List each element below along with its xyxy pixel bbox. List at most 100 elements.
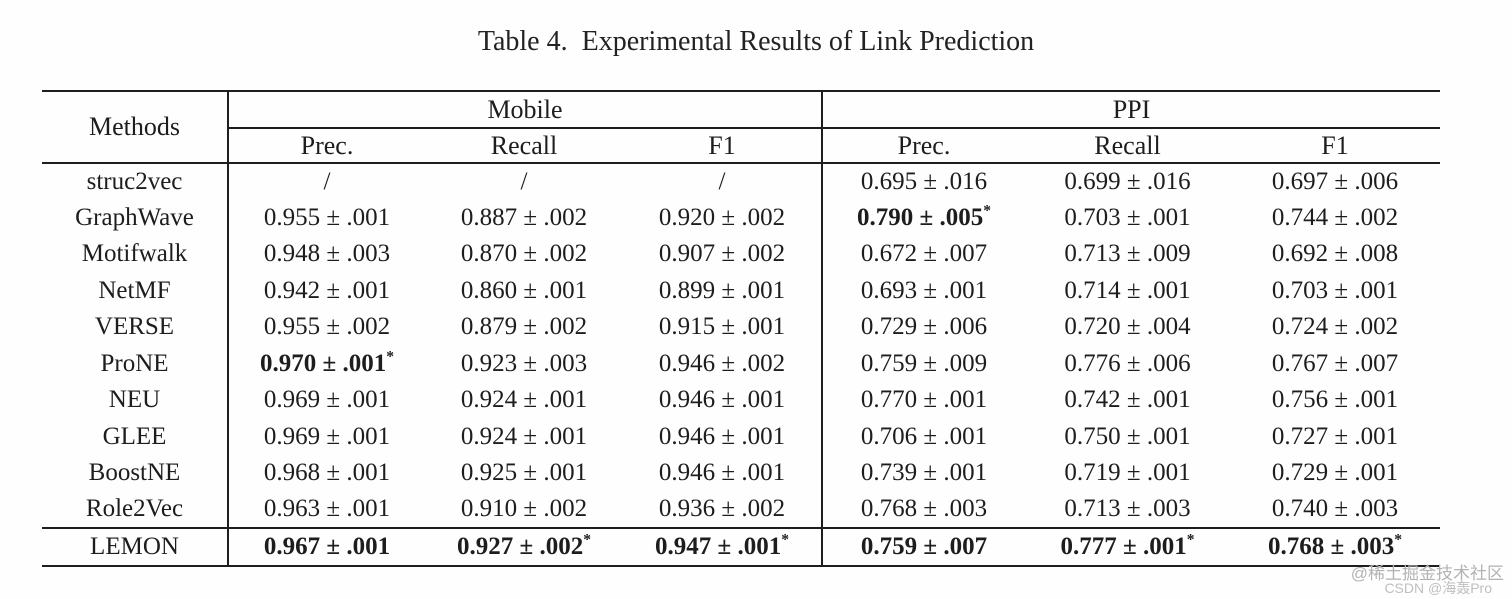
- watermark-juejin: @稀土掘金技术社区: [1350, 564, 1504, 583]
- metric-cell: 0.695 ± .016: [821, 163, 1025, 200]
- metric-cell: 0.963 ± .001: [227, 491, 425, 528]
- table-caption: Table 4. Experimental Results of Link Pr…: [477, 26, 1035, 57]
- metric-cell: 0.907 ± .002: [658, 240, 786, 268]
- metric-cell: 0.879 ± .002: [460, 313, 588, 341]
- metric-cell: 0.947 ± .001*: [623, 527, 822, 566]
- metric-cell: 0.699 ± .016: [1064, 167, 1191, 195]
- metric-cell: 0.955 ± .002: [227, 309, 425, 346]
- metric-cell: 0.744 ± .002: [1271, 203, 1399, 231]
- method-name: Motifwalk: [81, 240, 188, 268]
- significance-star-icon: *: [1394, 531, 1402, 549]
- metric-cell: 0.740 ± .003: [1271, 495, 1399, 523]
- metric-cell: 0.967 ± .001: [227, 527, 425, 566]
- metric-cell: 0.910 ± .002: [460, 495, 588, 523]
- metric-cell: 0.706 ± .001: [821, 418, 1025, 455]
- metric-cell: 0.756 ± .001: [1271, 386, 1399, 414]
- metric-cell: 0.860 ± .001: [460, 276, 588, 304]
- metric-cell: 0.776 ± .006: [1064, 349, 1191, 377]
- table-row: BoostNE 0.968 ± .001 0.925 ± .001 0.946 ± .…: [42, 455, 1440, 492]
- metric-cell: 0.948 ± .003: [227, 236, 425, 273]
- watermark-csdn: CSDN @海轰Pro: [1384, 580, 1492, 596]
- table-row: NetMF 0.942 ± .001 0.860 ± .001 0.899 ± .00…: [42, 272, 1440, 309]
- significance-star-icon: *: [1186, 531, 1195, 549]
- metric-cell: 0.969 ± .001: [227, 418, 425, 455]
- metric-cell: 0.693 ± .001: [821, 272, 1025, 309]
- metric-cell: 0.729 ± .001: [1271, 459, 1399, 487]
- metric-cell: 0.946 ± .001: [658, 459, 786, 487]
- methods-header: Methods: [42, 91, 228, 164]
- results-table: Methods Mobile PPI Prec. Recall F1 Prec.…: [42, 90, 1440, 567]
- metric-cell: 0.729 ± .006: [821, 309, 1025, 346]
- metric-cell: 0.870 ± .002: [460, 240, 588, 268]
- col-header-ppi-prec: Prec.: [821, 128, 1025, 164]
- significance-star-icon: *: [386, 348, 394, 366]
- metric-cell: 0.920 ± .002: [658, 203, 786, 231]
- metric-cell: /: [718, 167, 726, 195]
- metric-cell: 0.924 ± .001: [460, 386, 588, 414]
- metric-cell: 0.777 ± .001*: [1025, 527, 1230, 566]
- metric-cell: 0.942 ± .001: [227, 272, 425, 309]
- group-header-ppi: PPI: [821, 91, 1440, 129]
- metric-cell: 0.759 ± .007: [821, 527, 1025, 566]
- significance-star-icon: *: [983, 202, 991, 220]
- table-row: struc2vec / / / 0.695 ± .016 0.699 ± .016 0.69…: [42, 163, 1440, 200]
- metric-cell: 0.923 ± .003: [460, 349, 588, 377]
- metric-cell: 0.770 ± .001: [821, 382, 1025, 419]
- method-name: struc2vec: [86, 167, 183, 195]
- method-name: NetMF: [98, 276, 171, 304]
- table-row: NEU 0.969 ± .001 0.924 ± .001 0.946 ± .001 0…: [42, 382, 1440, 419]
- metric-cell: 0.936 ± .002: [658, 495, 786, 523]
- metric-cell: 0.697 ± .006: [1271, 167, 1399, 195]
- table-row: Motifwalk 0.948 ± .003 0.870 ± .002 0.907 ±…: [42, 236, 1440, 273]
- metric-cell: 0.927 ± .002*: [425, 527, 623, 566]
- table-row: LEMON 0.967 ± .001 0.927 ± .002* 0.947 ± .0…: [42, 527, 1440, 566]
- group-header-mobile: Mobile: [227, 91, 822, 129]
- table-row: Role2Vec 0.963 ± .001 0.910 ± .002 0.936 ± …: [42, 491, 1440, 528]
- metric-cell: 0.750 ± .001: [1064, 422, 1191, 450]
- metric-cell: 0.969 ± .001: [227, 382, 425, 419]
- method-name: GraphWave: [75, 203, 194, 231]
- metric-cell: 0.720 ± .004: [1064, 313, 1191, 341]
- metric-cell: 0.719 ± .001: [1064, 459, 1191, 487]
- metric-cell: 0.887 ± .002: [460, 203, 588, 231]
- significance-star-icon: *: [583, 531, 591, 549]
- metric-cell: 0.759 ± .009: [821, 345, 1025, 382]
- metric-cell: 0.767 ± .007: [1271, 349, 1399, 377]
- metric-cell: 0.946 ± .001: [658, 386, 786, 414]
- metric-cell: 0.727 ± .001: [1271, 422, 1399, 450]
- method-name: LEMON: [42, 527, 228, 566]
- col-header-mobile-prec: Prec.: [227, 128, 425, 164]
- table-row: VERSE 0.955 ± .002 0.879 ± .002 0.915 ± .00…: [42, 309, 1440, 346]
- metric-cell: 0.899 ± .001: [658, 276, 786, 304]
- method-name: NEU: [108, 386, 161, 414]
- group-header-row: Methods Mobile PPI: [42, 91, 1440, 164]
- metric-cell: 0.768 ± .003*: [1230, 527, 1440, 566]
- metric-cell: 0.970 ± .001*: [227, 345, 425, 382]
- method-name: BoostNE: [88, 459, 181, 487]
- metric-cell: 0.946 ± .002: [658, 349, 786, 377]
- metric-cell: 0.946 ± .001: [658, 422, 786, 450]
- metric-cell: 0.672 ± .007: [821, 236, 1025, 273]
- metric-cell: 0.924 ± .001: [460, 422, 588, 450]
- method-name: Role2Vec: [85, 495, 184, 523]
- metric-cell: 0.925 ± .001: [460, 459, 588, 487]
- metric-cell: 0.915 ± .001: [658, 313, 786, 341]
- table-row: GLEE 0.969 ± .001 0.924 ± .001 0.946 ± .001…: [42, 418, 1440, 455]
- col-header-ppi-recall: Recall: [1025, 128, 1230, 164]
- metric-cell: 0.713 ± .009: [1064, 240, 1191, 268]
- metric-cell: /: [520, 167, 528, 195]
- metric-cell: 0.713 ± .003: [1064, 495, 1191, 523]
- metric-cell: 0.739 ± .001: [821, 455, 1025, 492]
- method-name: ProNE: [100, 349, 169, 377]
- metric-cell: 0.968 ± .001: [227, 455, 425, 492]
- metric-cell: /: [227, 163, 425, 200]
- metric-cell: 0.724 ± .002: [1271, 313, 1399, 341]
- table-row: GraphWave 0.955 ± .001 0.887 ± .002 0.920 ±…: [42, 199, 1440, 236]
- table-row: ProNE 0.970 ± .001* 0.923 ± .003 0.946 ± .0…: [42, 345, 1440, 382]
- metric-cell: 0.955 ± .001: [227, 199, 425, 236]
- metric-cell: 0.790 ± .005*: [821, 199, 1025, 236]
- metric-header-row: Prec. Recall F1 Prec. Recall F1: [42, 128, 1440, 164]
- col-header-mobile-recall: Recall: [425, 128, 623, 164]
- significance-star-icon: *: [781, 531, 789, 549]
- method-name: GLEE: [102, 422, 167, 450]
